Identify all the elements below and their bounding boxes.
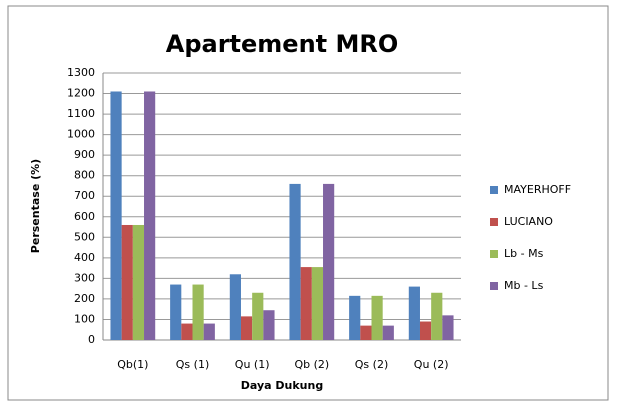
y-tick-label: 1300 — [67, 66, 95, 79]
legend-label: Mb - Ls — [504, 279, 544, 292]
bar — [240, 316, 253, 340]
bar — [289, 183, 301, 340]
x-tick-label: Qs (2) — [355, 358, 388, 371]
bar — [192, 284, 204, 340]
y-tick-label: 500 — [74, 230, 95, 243]
x-tick-label: Qb(1) — [117, 358, 148, 371]
bar — [121, 224, 133, 340]
y-tick-label: 1200 — [67, 87, 95, 100]
bar — [360, 325, 372, 340]
bar — [382, 325, 394, 340]
bar — [349, 295, 361, 340]
legend-label: LUCIANO — [504, 215, 553, 228]
bar — [431, 292, 443, 340]
y-tick-label: 200 — [74, 292, 95, 305]
bar — [263, 310, 275, 340]
bar — [144, 91, 156, 340]
bar — [229, 274, 241, 340]
bar — [203, 323, 215, 340]
bar — [408, 286, 420, 340]
y-axis-label: Persentase (%) — [29, 159, 42, 253]
y-tick-label: 1100 — [67, 107, 95, 120]
y-tick-label: 900 — [74, 148, 95, 161]
y-tick-label: 0 — [88, 333, 95, 346]
bar — [170, 284, 182, 340]
y-tick-label: 400 — [74, 251, 95, 264]
y-tick-label: 700 — [74, 189, 95, 202]
bar — [300, 267, 312, 340]
x-tick-label: Qu (2) — [414, 358, 449, 371]
y-tick-label: 600 — [74, 210, 95, 223]
bar — [181, 323, 193, 340]
legend-label: Lb - Ms — [504, 247, 544, 260]
legend-swatch — [490, 186, 498, 194]
y-tick-label: 300 — [74, 271, 95, 284]
x-tick-label: Qs (1) — [176, 358, 209, 371]
y-tick-label: 1000 — [67, 128, 95, 141]
legend-swatch — [490, 250, 498, 258]
y-tick-label: 800 — [74, 169, 95, 182]
bar — [252, 292, 264, 340]
legend-swatch — [490, 282, 498, 290]
bar — [132, 224, 145, 340]
bar — [110, 91, 122, 340]
y-tick-label: 100 — [74, 312, 95, 325]
x-tick-label: Qb (2) — [294, 358, 329, 371]
chart-title: Apartement MRO — [166, 30, 399, 58]
bar — [442, 315, 454, 340]
bar — [311, 267, 324, 340]
bar — [419, 321, 432, 340]
bar — [371, 295, 383, 340]
chart-border — [7, 5, 609, 401]
legend-swatch — [490, 218, 498, 226]
legend-label: MAYERHOFF — [504, 183, 571, 196]
x-tick-label: Qu (1) — [235, 358, 270, 371]
bar — [323, 183, 335, 340]
x-axis-label: Daya Dukung — [241, 379, 323, 392]
